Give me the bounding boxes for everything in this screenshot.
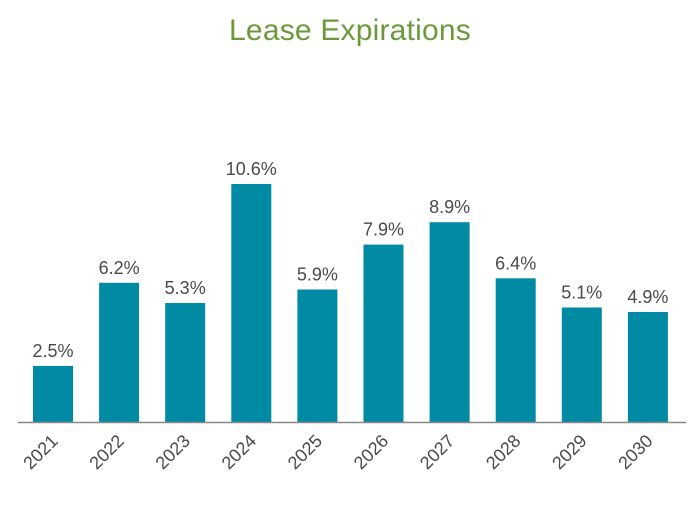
x-tick-label-2025: 2025 [284, 431, 326, 473]
x-tick-label-2024: 2024 [218, 431, 260, 473]
value-label-2025: 5.9% [297, 265, 338, 285]
bar-2030 [627, 312, 668, 422]
x-tick-label-2022: 2022 [85, 431, 127, 473]
bar-2023 [165, 303, 206, 422]
x-tick-label-2023: 2023 [152, 431, 194, 473]
tick-labels-group: 2021 2022 2023 2024 2025 2026 2027 2028 2029 2030 [19, 431, 656, 473]
chart-title: Lease Expirations [229, 14, 471, 47]
value-label-2027: 8.9% [429, 197, 470, 217]
value-label-2030: 4.9% [627, 287, 668, 307]
bar-2021 [33, 365, 73, 422]
bars-group [33, 184, 668, 422]
value-labels-group: 2.5% 6.2% 5.3% 10.6% 5.9% 7.9% 8.9% 6.4% 5.1% 4.9… [32, 159, 668, 361]
value-label-2029: 5.1% [561, 283, 602, 303]
bar-2024 [231, 184, 272, 422]
x-tick-label-2027: 2027 [416, 431, 458, 473]
x-tick-label-2029: 2029 [548, 431, 590, 473]
x-tick-label-2026: 2026 [350, 431, 392, 473]
value-label-2024: 10.6% [226, 159, 277, 179]
value-label-2028: 6.4% [495, 253, 536, 273]
bar-2028 [495, 278, 536, 422]
value-label-2026: 7.9% [363, 220, 404, 240]
x-tick-label-2030: 2030 [614, 431, 656, 473]
value-label-2022: 6.2% [99, 258, 140, 278]
bar-2026 [363, 244, 404, 422]
bar-2022 [99, 282, 140, 422]
bar-2029 [561, 307, 602, 422]
bar-2027 [429, 222, 470, 422]
x-tick-label-2028: 2028 [482, 431, 524, 473]
bar-2025 [297, 289, 338, 422]
x-tick-label-2021: 2021 [19, 431, 61, 473]
value-label-2023: 5.3% [165, 278, 206, 298]
value-label-2021: 2.5% [32, 341, 73, 361]
